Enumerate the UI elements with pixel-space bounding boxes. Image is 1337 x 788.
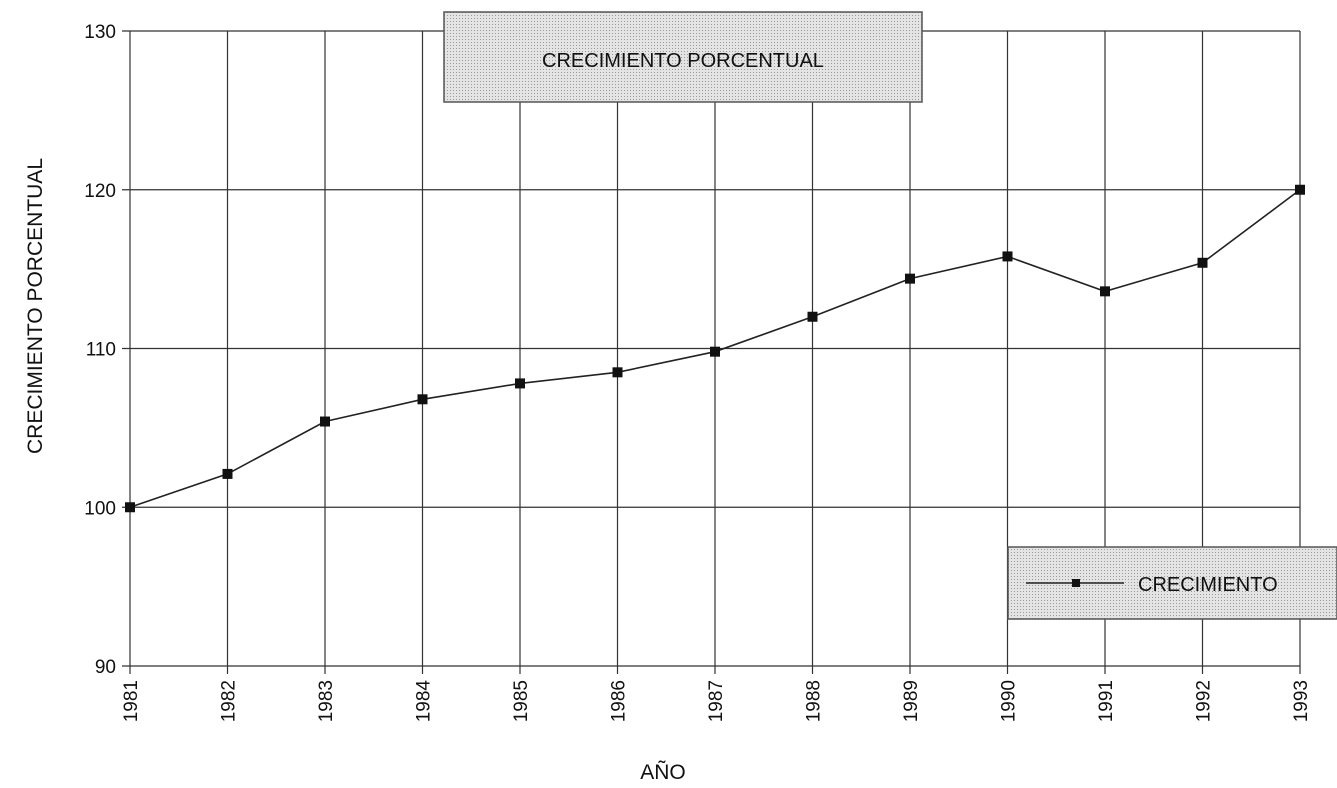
data-point [320,416,330,427]
chart-title: CRECIMIENTO PORCENTUAL [542,50,824,72]
legend: CRECIMIENTO [1007,546,1337,620]
x-tick-labels: 1981 1982 1983 1984 1985 1986 1987 1988 1989 1990… [121,680,1312,723]
y-tick-label: 120 [84,181,116,202]
data-point [612,367,623,378]
chart-title-box: CRECIMIENTO PORCENTUAL [443,11,923,103]
data-point [710,346,720,357]
data-point [515,378,525,389]
legend-label: CRECIMIENTO [1138,574,1278,596]
x-tick-label: 1981 [121,680,142,722]
x-tick-label: 1983 [316,680,337,722]
x-tick-label: 1982 [219,680,240,722]
data-point [807,311,818,322]
x-tick-label: 1988 [804,680,825,722]
data-point [222,468,233,479]
x-tick-label: 1992 [1194,680,1215,722]
data-point [125,502,135,513]
data-point [905,273,915,284]
data-point [1100,286,1110,297]
x-tick-label: 1990 [999,680,1020,722]
legend-marker-swatch [1072,579,1080,587]
x-tick-label: 1987 [706,680,727,722]
x-tick-label: 1985 [511,680,532,722]
data-point [417,394,428,405]
y-tick-label: 130 [84,22,116,43]
x-tick-label: 1993 [1291,680,1312,722]
x-tick-label: 1986 [609,680,630,722]
title-box-background [443,11,923,103]
series-crecimiento [125,184,1305,513]
x-axis-title: AÑO [640,760,686,784]
data-point [1295,184,1305,195]
y-tick-labels: 90 100 110 120 130 [84,22,116,678]
y-tick-label: 90 [95,657,116,678]
x-tick-label: 1991 [1096,680,1117,722]
data-point [1002,251,1013,262]
y-tick-label: 100 [84,498,116,519]
y-tick-label: 110 [86,340,116,361]
x-tick-label: 1989 [901,680,922,722]
x-tick-label: 1984 [414,680,435,723]
y-axis-title: CRECIMIENTO PORCENTUAL [24,158,47,454]
data-point [1197,257,1208,268]
